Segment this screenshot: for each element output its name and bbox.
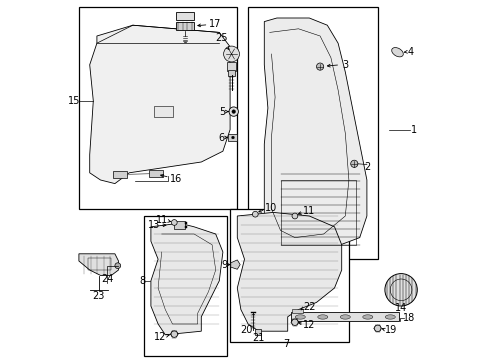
Circle shape: [291, 213, 297, 219]
Text: 5: 5: [218, 107, 224, 117]
Text: 25: 25: [214, 33, 227, 43]
Text: 1: 1: [410, 125, 417, 135]
Text: 16: 16: [170, 174, 182, 184]
Ellipse shape: [385, 315, 394, 319]
Ellipse shape: [340, 315, 349, 319]
Text: 12: 12: [154, 332, 166, 342]
Circle shape: [231, 110, 235, 113]
Polygon shape: [237, 212, 341, 331]
Circle shape: [384, 274, 416, 306]
Circle shape: [115, 263, 121, 269]
Text: 18: 18: [403, 312, 415, 323]
Text: 23: 23: [92, 291, 104, 301]
Bar: [226, 62, 236, 71]
Text: 4: 4: [407, 47, 413, 57]
Ellipse shape: [295, 315, 305, 319]
Bar: [153, 106, 173, 117]
Bar: [149, 170, 163, 177]
Text: 8: 8: [139, 276, 145, 286]
Text: 14: 14: [394, 303, 407, 313]
Bar: [88, 258, 111, 270]
Text: 15: 15: [68, 96, 81, 106]
Bar: [174, 221, 185, 229]
Circle shape: [291, 319, 298, 325]
Bar: [113, 171, 127, 178]
Polygon shape: [79, 254, 118, 275]
Text: 11: 11: [155, 215, 167, 225]
Text: 19: 19: [384, 325, 396, 336]
Bar: [184, 226, 186, 228]
Text: 6: 6: [218, 132, 224, 143]
Circle shape: [228, 107, 238, 116]
Text: 22: 22: [303, 302, 315, 312]
Text: 24: 24: [101, 274, 113, 284]
Text: 13: 13: [148, 220, 160, 230]
Bar: [291, 312, 399, 321]
Bar: [143, 216, 226, 356]
Circle shape: [252, 211, 258, 217]
Bar: [176, 12, 193, 20]
Polygon shape: [151, 223, 223, 335]
Polygon shape: [264, 18, 366, 248]
Text: 11: 11: [303, 206, 315, 216]
Circle shape: [171, 220, 177, 225]
Circle shape: [374, 325, 380, 332]
Bar: [228, 134, 237, 141]
Bar: [184, 222, 186, 224]
Text: 10: 10: [264, 203, 276, 213]
Text: 17: 17: [208, 19, 221, 29]
Polygon shape: [89, 25, 230, 184]
Bar: [176, 22, 193, 30]
Text: 21: 21: [251, 333, 264, 343]
Text: 20: 20: [240, 325, 252, 336]
Circle shape: [231, 136, 234, 139]
Polygon shape: [230, 260, 240, 269]
Bar: [228, 70, 234, 76]
Text: 9: 9: [221, 260, 227, 270]
Bar: [255, 329, 261, 335]
Ellipse shape: [317, 315, 327, 319]
Bar: [230, 209, 348, 342]
Circle shape: [171, 331, 177, 337]
Bar: [79, 7, 237, 209]
Bar: [292, 309, 303, 313]
Bar: [247, 7, 377, 259]
Circle shape: [316, 63, 323, 70]
Text: 3: 3: [342, 60, 347, 70]
Bar: [280, 180, 355, 245]
Circle shape: [223, 46, 239, 62]
Text: 2: 2: [363, 162, 369, 172]
Ellipse shape: [391, 48, 403, 57]
Ellipse shape: [362, 315, 372, 319]
Text: 12: 12: [303, 320, 315, 330]
Text: 7: 7: [282, 339, 288, 349]
Circle shape: [350, 160, 357, 167]
